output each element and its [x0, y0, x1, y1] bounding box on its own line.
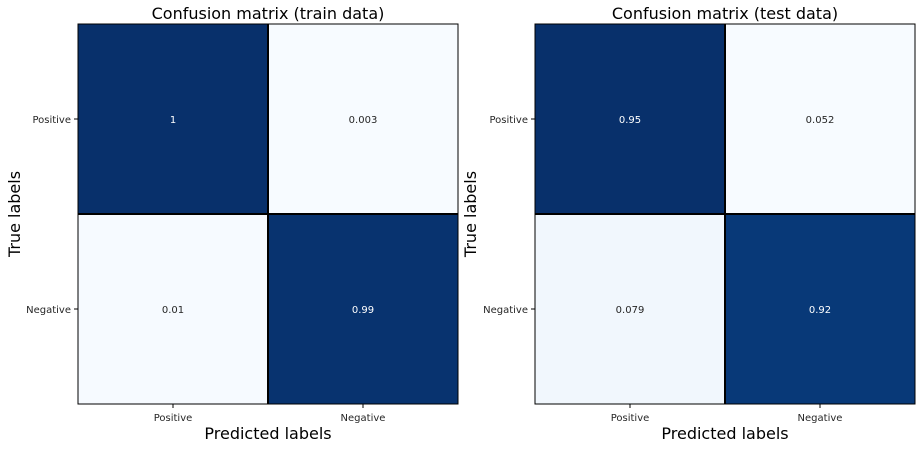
y-tick-label-1: Negative	[26, 305, 71, 316]
x-tick-label-1: Negative	[798, 413, 843, 424]
cell-value-label-r0-c1: 0.052	[806, 115, 835, 126]
heatmap-cell-r0-c0	[78, 24, 268, 214]
x-axis-label: Predicted labels	[204, 424, 331, 443]
chart-title: Confusion matrix (train data)	[152, 4, 385, 23]
y-axis-label: True labels	[5, 171, 24, 258]
cell-value-label-r1-c1: 0.92	[809, 305, 831, 316]
heatmap-cell-r1-c1	[268, 214, 458, 404]
x-tick-label-0: Positive	[154, 413, 193, 424]
train-confusion-matrix: 1 0.003 0.01 0.99 Positive Negative Positive Ne…	[5, 4, 459, 443]
heatmap-cell-r0-c1	[725, 24, 915, 214]
heatmap-cell-r0-c1	[268, 24, 458, 214]
cell-value-label-r1-c1: 0.99	[352, 305, 374, 316]
chart-title: Confusion matrix (test data)	[612, 4, 838, 23]
heatmap-cell-r0-c0	[535, 24, 725, 214]
heatmap-cell-r1-c1	[725, 214, 915, 404]
y-tick-label-0: Positive	[32, 115, 71, 126]
y-tick-label-1: Negative	[483, 305, 528, 316]
heatmap-cell-r1-c0	[535, 214, 725, 404]
cell-value-label-r0-c0: 1	[170, 115, 176, 126]
y-tick-label-0: Positive	[489, 115, 528, 126]
x-axis-label: Predicted labels	[661, 424, 788, 443]
cell-value-label-r0-c1: 0.003	[349, 115, 378, 126]
y-axis-label: True labels	[461, 171, 480, 258]
plot-frame	[77, 23, 459, 405]
cell-value-label-r1-c0: 0.079	[616, 305, 645, 316]
plot-frame	[534, 23, 916, 405]
test-confusion-matrix: 0.95 0.052 0.079 0.92 Positive Negative Positi…	[461, 4, 916, 443]
x-tick-label-1: Negative	[341, 413, 386, 424]
cell-value-label-r1-c0: 0.01	[162, 305, 184, 316]
x-tick-label-0: Positive	[611, 413, 650, 424]
heatmap-cell-r1-c0	[78, 214, 268, 404]
cell-value-label-r0-c0: 0.95	[619, 115, 641, 126]
